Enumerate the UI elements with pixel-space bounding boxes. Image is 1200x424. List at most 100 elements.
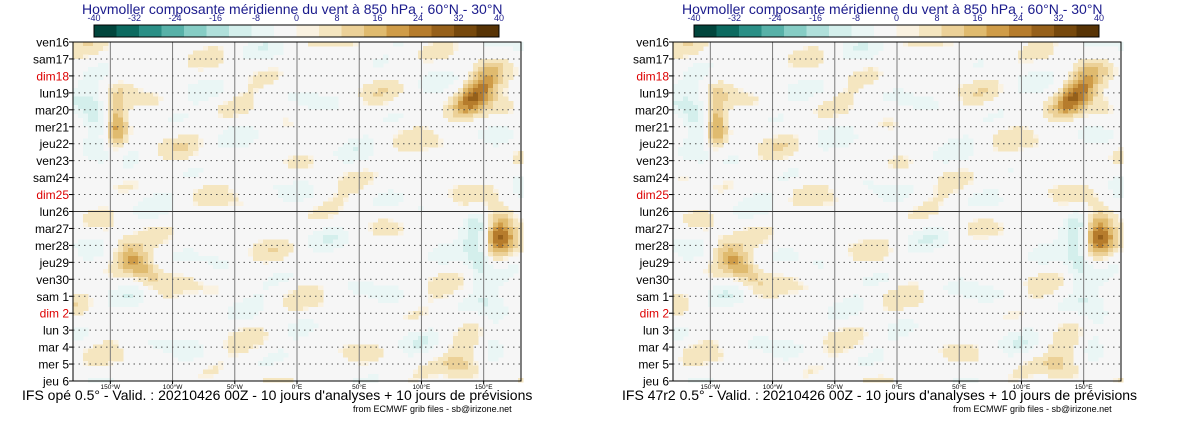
heatmap-cell	[133, 247, 139, 253]
heatmap-cell	[508, 75, 514, 81]
heatmap-cell	[513, 42, 519, 47]
heatmap-cell	[1048, 281, 1054, 286]
heatmap-cell	[123, 235, 129, 240]
heatmap-cell	[968, 348, 974, 354]
heatmap-cell	[1073, 184, 1079, 190]
heatmap-cell	[828, 138, 834, 144]
heatmap-cell	[428, 252, 434, 257]
heatmap-cell	[693, 138, 699, 144]
heatmap-cell	[353, 189, 359, 194]
heatmap-cell	[848, 306, 854, 312]
heatmap-cell	[423, 58, 429, 64]
heatmap-cell	[278, 42, 284, 47]
heatmap-cell	[813, 201, 819, 207]
heatmap-cell	[953, 184, 959, 190]
heatmap-cell	[928, 42, 934, 47]
heatmap-cell	[333, 231, 339, 236]
heatmap-cell	[928, 96, 934, 102]
heatmap-cell	[183, 340, 189, 345]
heatmap-cell	[128, 298, 134, 303]
heatmap-cell	[413, 336, 419, 341]
heatmap-cell	[888, 159, 894, 165]
heatmap-cell	[508, 252, 514, 257]
heatmap-cell	[83, 79, 89, 85]
heatmap-cell	[248, 88, 254, 93]
heatmap-cell	[978, 100, 984, 106]
heatmap-cell	[698, 239, 704, 244]
heatmap-cell	[698, 222, 704, 228]
heatmap-cell	[698, 121, 704, 127]
heatmap-cell	[823, 340, 829, 345]
heatmap-cell	[388, 79, 394, 85]
heatmap-cell	[1038, 243, 1044, 249]
heatmap-cell	[1043, 365, 1049, 370]
heatmap-cell	[453, 239, 459, 244]
heatmap-cell	[973, 285, 979, 291]
heatmap-cell	[228, 109, 234, 114]
heatmap-cell	[498, 138, 504, 144]
heatmap-cell	[1063, 96, 1069, 102]
heatmap-cell	[728, 268, 734, 274]
heatmap-cell	[288, 306, 294, 312]
heatmap-cell	[793, 189, 799, 194]
heatmap-cell	[448, 285, 454, 291]
heatmap-cell	[513, 264, 519, 270]
heatmap-cell	[173, 289, 179, 295]
heatmap-cell	[433, 252, 439, 257]
heatmap-cell	[443, 46, 449, 51]
y-tick-label: mer 5	[638, 358, 669, 372]
heatmap-cell	[858, 302, 864, 307]
heatmap-cell	[773, 142, 779, 148]
heatmap-cell	[303, 96, 309, 102]
heatmap-cell	[503, 79, 509, 85]
heatmap-cell	[1078, 298, 1084, 303]
heatmap-cell	[208, 285, 214, 291]
heatmap-cell	[1103, 226, 1109, 232]
heatmap-cell	[483, 58, 489, 64]
heatmap-cell	[318, 235, 324, 240]
heatmap-cell	[363, 88, 369, 93]
heatmap-cell	[1048, 193, 1054, 198]
heatmap-cell	[943, 172, 949, 177]
heatmap-cell	[428, 46, 434, 51]
heatmap-cell	[253, 88, 259, 93]
heatmap-cell	[1078, 105, 1084, 110]
heatmap-cell	[998, 340, 1004, 345]
heatmap-cell	[483, 75, 489, 81]
colorbar-tick-label: -40	[687, 13, 700, 23]
heatmap-cell	[218, 264, 224, 270]
heatmap-cell	[203, 189, 209, 194]
heatmap-cell	[738, 298, 744, 303]
heatmap-cell	[478, 289, 484, 295]
heatmap-cell	[498, 100, 504, 106]
heatmap-cell	[208, 54, 214, 60]
heatmap-cell	[878, 357, 884, 362]
heatmap-cell	[208, 92, 214, 97]
colorbar-tick-label: -8	[252, 13, 260, 23]
heatmap-cell	[253, 84, 259, 89]
heatmap-cell	[753, 264, 759, 270]
heatmap-cell	[303, 294, 309, 299]
heatmap-cell	[1008, 344, 1014, 349]
heatmap-cell	[338, 147, 344, 152]
heatmap-cell	[718, 268, 724, 274]
heatmap-cell	[1108, 268, 1114, 274]
heatmap-cell	[253, 130, 259, 135]
heatmap-cell	[498, 252, 504, 257]
heatmap-cell	[793, 193, 799, 198]
heatmap-cell	[793, 348, 799, 354]
heatmap-cell	[428, 58, 434, 64]
heatmap-cell	[1058, 348, 1064, 354]
heatmap-cell	[768, 340, 774, 345]
heatmap-cell	[843, 348, 849, 354]
heatmap-cell	[268, 357, 274, 362]
heatmap-cell	[303, 323, 309, 328]
heatmap-cell	[283, 159, 289, 165]
heatmap-cell	[83, 247, 89, 253]
heatmap-cell	[88, 147, 94, 152]
heatmap-cell	[363, 147, 369, 152]
heatmap-cell	[353, 281, 359, 286]
heatmap-cell	[403, 344, 409, 349]
heatmap-cell	[133, 155, 139, 160]
heatmap-cell	[763, 155, 769, 160]
